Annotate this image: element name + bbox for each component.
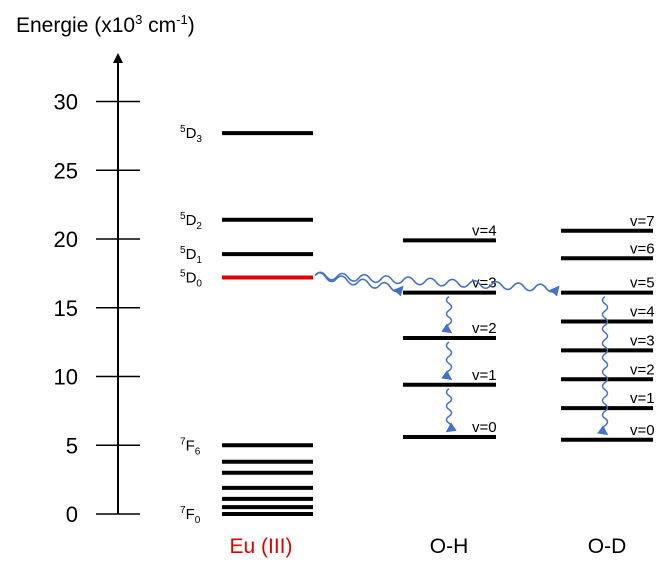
eu-state-label: 5D2 — [180, 211, 202, 232]
eu-state-label: 5D1 — [180, 245, 202, 266]
eu-state-label: 7F0 — [180, 505, 201, 526]
od-vibration-label: v=2 — [630, 361, 655, 378]
state-label-sup: 7 — [180, 436, 186, 447]
state-label-sup: 5 — [180, 211, 186, 222]
transitions — [314, 271, 609, 436]
state-label-sub: 6 — [195, 446, 201, 457]
relaxation-arrow — [597, 296, 609, 436]
axis-tick-label: 20 — [54, 227, 78, 252]
od-vibration-label: v=4 — [630, 304, 655, 321]
state-label-main: D — [186, 246, 197, 263]
od-column-label: O-D — [588, 535, 627, 558]
od-vibration-label: v=5 — [630, 275, 655, 292]
eu-state-label: 5D0 — [180, 269, 202, 290]
axis-title-exp: 3 — [135, 12, 143, 27]
relaxation-arrow — [445, 388, 457, 433]
oh-vibration-label: v=0 — [472, 419, 497, 436]
axis-title-unit: cm — [142, 14, 177, 37]
state-label-sup: 5 — [180, 124, 186, 135]
axis-tick-label: 10 — [54, 365, 78, 390]
axis-tick-label: 30 — [54, 90, 78, 115]
axis-title: Energie (x103 cm-1) — [16, 12, 195, 38]
od-vibration-label: v=6 — [630, 240, 655, 257]
eu-state-label: 7F6 — [180, 436, 201, 457]
state-label-sub: 3 — [196, 134, 202, 145]
axis-tick-label: 25 — [54, 158, 78, 183]
state-label-sup: 5 — [180, 269, 186, 280]
state-label-sub: 0 — [196, 279, 202, 290]
oh-vibration-label: v=3 — [472, 275, 497, 292]
state-label-sub: 0 — [195, 515, 201, 526]
oh-vibration-label: v=1 — [472, 367, 497, 384]
axis-title-main: Energie (x10 — [16, 14, 136, 37]
axis-title-unit-exp: -1 — [176, 12, 188, 27]
column-labels: Eu (III) O-H O-D — [229, 535, 626, 558]
state-label-main: F — [186, 437, 195, 454]
od-vibration-label: v=0 — [630, 422, 655, 439]
relaxation-arrow — [441, 296, 453, 334]
energy-levels: 5D35D25D15D07F67F0v=4v=3v=2v=1v=0v=7v=6v… — [180, 124, 655, 526]
state-label-main: D — [186, 125, 197, 142]
energy-axis: 0 5 10 15 20 25 30 — [54, 53, 140, 527]
state-label-sub: 2 — [196, 221, 202, 232]
oh-vibration-label: v=4 — [472, 222, 497, 239]
state-label-main: F — [186, 506, 195, 523]
axis-title-close: ) — [187, 14, 195, 37]
state-label-sup: 5 — [180, 245, 186, 256]
eu-state-label: 5D3 — [180, 124, 202, 145]
axis-tick-label: 15 — [54, 296, 78, 321]
od-vibration-label: v=1 — [630, 390, 655, 407]
oh-vibration-label: v=2 — [472, 320, 497, 337]
energy-transfer-arrow — [314, 272, 404, 297]
relaxation-arrow — [441, 341, 453, 381]
axis-tick-label: 0 — [66, 502, 78, 527]
od-vibration-label: v=3 — [630, 332, 655, 349]
oh-column-label: O-H — [430, 535, 469, 558]
eu-column-label: Eu (III) — [229, 535, 292, 558]
state-label-sub: 1 — [196, 255, 202, 266]
state-label-sup: 7 — [180, 505, 186, 516]
energy-transfer-arrow — [314, 271, 560, 297]
state-label-main: D — [186, 212, 197, 229]
axis-tick-label: 5 — [66, 433, 78, 458]
od-vibration-label: v=7 — [630, 213, 655, 230]
state-label-main: D — [186, 270, 197, 287]
